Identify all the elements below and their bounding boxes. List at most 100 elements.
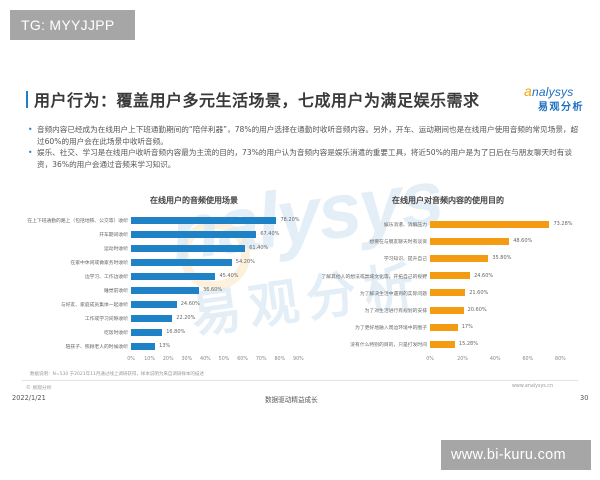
value-label: 17% — [461, 324, 473, 331]
x-axis-tick: 10% — [144, 357, 155, 362]
bar — [430, 289, 466, 297]
bar-row: 78.20% — [131, 216, 300, 224]
category-label: 运动时收听 — [104, 247, 128, 252]
site-overlay-badge: www.bi-kuru.com — [441, 440, 591, 470]
category-label: 没有什么特别的目的，只是打发时间 — [350, 343, 427, 349]
bar — [131, 286, 200, 294]
bar-row: 54.20% — [131, 258, 255, 266]
bar-row: 21.60% — [430, 289, 488, 297]
value-label: 35.80% — [492, 255, 512, 262]
x-axis-tick: 40% — [200, 357, 211, 362]
value-label: 61.40% — [249, 245, 269, 251]
bar — [430, 323, 458, 331]
bullet-text: 音频内容已经成为在线用户上下班通勤期间的“陪伴利器”，78%的用户选择在通勤时收… — [37, 125, 579, 146]
value-label: 78.20% — [280, 217, 300, 223]
bar — [131, 230, 257, 238]
bar-row: 20.60% — [430, 306, 487, 314]
x-axis-tick: 60% — [522, 357, 534, 362]
bar-row: 15.28% — [430, 340, 478, 348]
footer-divider — [22, 380, 578, 381]
bar-row: 67.40% — [131, 230, 279, 238]
category-label: 了解其他人的想法或异域文化等，开拓自己的视野 — [321, 274, 427, 280]
footer-date: 2022/1/21 — [12, 394, 46, 402]
bullet-text: 娱乐、社交、学习是在线用户收听音频内容最为主流的目的，73%的用户认为音频内容是… — [37, 148, 572, 169]
value-label: 13% — [159, 343, 171, 349]
bar-row: 35.80% — [430, 254, 511, 262]
bullet-dot-icon: • — [28, 125, 33, 134]
x-axis-tick: 20% — [162, 357, 174, 362]
x-axis-tick: 0% — [426, 357, 434, 362]
category-label: 想要在与朋友聊天时有谈资 — [369, 240, 427, 246]
bar — [131, 272, 216, 280]
x-axis-tick: 60% — [237, 357, 248, 362]
category-label: 睡觉前收听 — [104, 289, 128, 294]
category-label: 与好友、家庭成员集体一起收听 — [60, 303, 128, 308]
logo-en: nalysys — [532, 85, 574, 99]
value-label: 48.60% — [513, 238, 533, 245]
category-label: 工作或学习间隙收听 — [84, 317, 128, 322]
value-label: 36.60% — [203, 287, 223, 293]
bar-row: 48.60% — [430, 237, 532, 245]
bullet-list: • 音频内容已经成为在线用户上下班通勤期间的“陪伴利器”，78%的用户选择在通勤… — [28, 124, 583, 170]
bullet-item: • 音频内容已经成为在线用户上下班通勤期间的“陪伴利器”，78%的用户选择在通勤… — [28, 124, 583, 147]
category-label: 陪孩子、照顾老人的时候收听 — [65, 345, 128, 350]
bar — [430, 237, 510, 245]
tg-overlay-badge: TG: MYYJJPP — [10, 10, 135, 40]
value-label: 16.80% — [166, 329, 186, 335]
bar — [430, 340, 455, 348]
category-label: 为了更好地融入周边环境中的圈子 — [355, 326, 427, 332]
bullet-dot-icon: • — [28, 148, 33, 158]
logo-a-icon: a — [524, 83, 532, 99]
bar-row: 22.20% — [131, 314, 195, 322]
category-label: 在上下班通勤的路上（包括地铁、公交等）收听 — [27, 219, 128, 224]
x-axis-tick: 20% — [457, 357, 468, 362]
copyright: © 易观分析 — [26, 386, 52, 391]
x-axis-tick: 70% — [255, 357, 267, 362]
bar — [131, 258, 232, 266]
bar — [131, 314, 173, 322]
value-label: 24.60% — [474, 272, 494, 279]
category-label: 娱乐消遣、消解压力 — [383, 223, 427, 228]
chart-title: 在线用户对音频内容的使用目的 — [392, 196, 504, 205]
bar — [131, 244, 246, 252]
bar-row: 36.60% — [131, 286, 222, 294]
x-axis-tick: 0% — [127, 357, 135, 362]
bar — [430, 220, 550, 228]
slide-title: 用户行为：覆盖用户多元生活场景，七成用户为满足娱乐需求 — [26, 87, 480, 111]
x-axis-tick: 90% — [293, 357, 304, 362]
category-label: 为了解决生活中遇到的实际问题 — [359, 291, 427, 297]
category-label: 学习知识、提升自己 — [383, 257, 427, 263]
value-label: 73.28% — [553, 221, 573, 227]
footer-slogan: 数据驱动精益成长 — [265, 396, 318, 404]
category-label: 吃饭时收听 — [104, 331, 128, 336]
value-label: 20.60% — [467, 307, 487, 313]
value-label: 67.40% — [260, 231, 280, 237]
bar-row: 73.28% — [430, 220, 573, 228]
bar — [430, 272, 471, 280]
bar — [131, 300, 177, 308]
x-axis-tick: 80% — [274, 357, 286, 362]
category-label: 开车期间收听 — [99, 233, 128, 238]
value-label: 24.60% — [180, 301, 200, 307]
slide-title-text: 用户行为：覆盖用户多元生活场景，七成用户为满足娱乐需求 — [34, 91, 480, 110]
bullet-item: • 娱乐、社交、学习是在线用户收听音频内容最为主流的目的，73%的用户认为音频内… — [28, 147, 583, 170]
bar-row: 24.60% — [131, 300, 200, 308]
category-label: 边学习、工作边收听 — [84, 275, 128, 280]
source-note: 数据说明：N=530 于2021年11月通过线上调研获得，样本说明为来自调研样本… — [30, 372, 204, 377]
bar — [131, 342, 156, 350]
bar-row: 17% — [430, 323, 473, 331]
x-axis-tick: 30% — [181, 357, 193, 362]
bar — [430, 254, 489, 262]
bar-row: 61.40% — [131, 244, 268, 252]
category-label: 为了对生活进行有规划的安排 — [364, 309, 427, 314]
bar-row: 16.80% — [131, 328, 185, 336]
category-label: 在家中休闲或做家务时收听 — [70, 261, 128, 266]
bar-row: 24.60% — [430, 272, 493, 280]
analysys-logo: analysys 易观分析 — [524, 83, 588, 113]
value-label: 54.20% — [235, 259, 255, 265]
bar — [430, 306, 464, 314]
bar — [131, 216, 277, 224]
x-axis-tick: 50% — [218, 357, 230, 362]
title-accent-bar — [26, 90, 28, 108]
value-label: 45.40% — [219, 273, 239, 279]
